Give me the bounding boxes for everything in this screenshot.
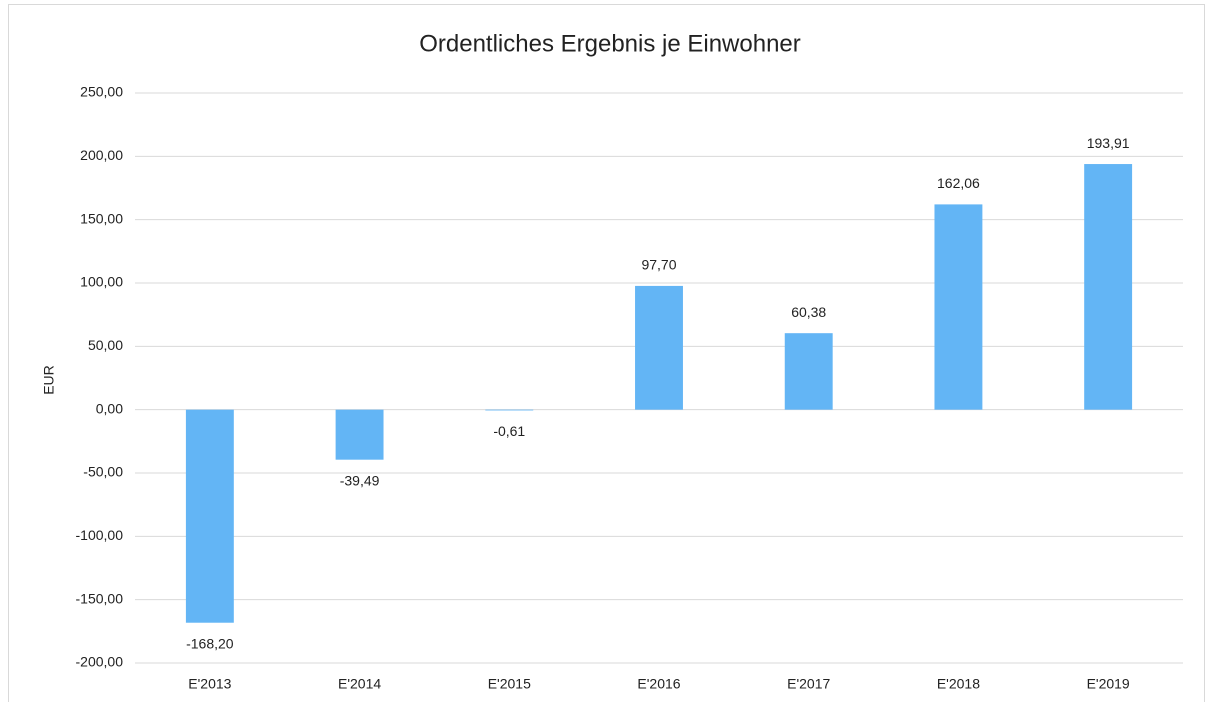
x-tick-label: E'2018 [937, 676, 980, 692]
bar [934, 204, 983, 410]
y-tick-label: 150,00 [80, 210, 123, 226]
x-tick-label: E'2019 [1087, 676, 1130, 692]
x-tick-label: E'2015 [488, 676, 531, 692]
bar [185, 409, 234, 623]
data-label: -168,20 [186, 635, 234, 651]
y-tick-label: 50,00 [88, 337, 123, 353]
bar [1084, 164, 1133, 410]
chart-border [8, 4, 1205, 702]
y-axis-label: EUR [41, 365, 57, 395]
bar [784, 333, 833, 410]
bar [335, 409, 384, 460]
chart-title: Ordentliches Ergebnis je Einwohner [419, 30, 801, 57]
y-tick-label: 100,00 [80, 274, 123, 290]
data-label: -0,61 [493, 423, 525, 439]
y-tick-label: -50,00 [83, 464, 123, 480]
data-label: 162,06 [937, 175, 980, 191]
data-label: 193,91 [1087, 135, 1130, 151]
data-label: 97,70 [641, 257, 676, 273]
y-tick-label: -150,00 [76, 590, 124, 606]
data-label: 60,38 [791, 304, 826, 320]
y-tick-label: -200,00 [76, 654, 124, 670]
x-tick-label: E'2016 [637, 676, 680, 692]
x-tick-label: E'2017 [787, 676, 830, 692]
y-tick-label: 200,00 [80, 147, 123, 163]
x-tick-label: E'2014 [338, 676, 381, 692]
x-tick-label: E'2013 [188, 676, 231, 692]
y-tick-label: 0,00 [96, 400, 123, 416]
y-tick-label: -100,00 [76, 527, 124, 543]
bar [635, 285, 683, 410]
data-label: -39,49 [340, 472, 380, 488]
y-tick-label: 250,00 [80, 84, 123, 100]
bar [485, 409, 534, 411]
